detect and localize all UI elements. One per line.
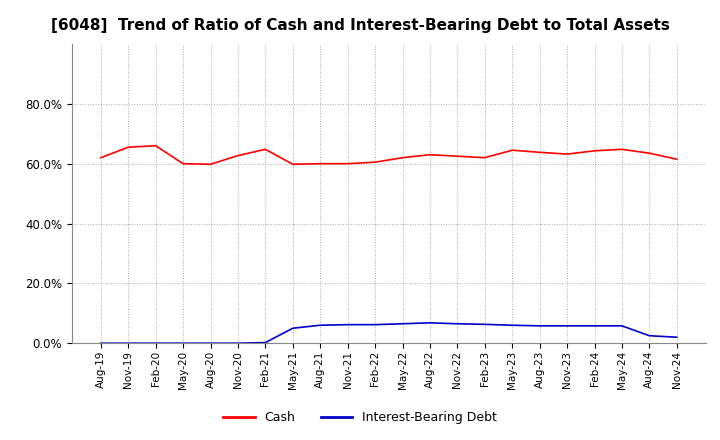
Interest-Bearing Debt <box>563 323 572 329</box>
Cash <box>508 147 516 153</box>
Interest-Bearing Debt <box>590 323 599 329</box>
Interest-Bearing Debt <box>96 341 105 346</box>
Interest-Bearing Debt <box>536 323 544 329</box>
Cash <box>179 161 187 166</box>
Interest-Bearing Debt <box>645 333 654 338</box>
Interest-Bearing Debt <box>151 341 160 346</box>
Cash <box>590 148 599 154</box>
Cash <box>289 161 297 167</box>
Cash <box>618 147 626 152</box>
Cash <box>672 157 681 162</box>
Cash <box>398 155 407 160</box>
Interest-Bearing Debt <box>672 334 681 340</box>
Line: Cash: Cash <box>101 146 677 164</box>
Interest-Bearing Debt <box>618 323 626 329</box>
Cash <box>453 154 462 159</box>
Legend: Cash, Interest-Bearing Debt: Cash, Interest-Bearing Debt <box>218 407 502 429</box>
Interest-Bearing Debt <box>233 341 242 346</box>
Interest-Bearing Debt <box>398 321 407 326</box>
Cash <box>371 160 379 165</box>
Cash <box>206 161 215 167</box>
Interest-Bearing Debt <box>508 323 516 328</box>
Text: [6048]  Trend of Ratio of Cash and Interest-Bearing Debt to Total Assets: [6048] Trend of Ratio of Cash and Intere… <box>50 18 670 33</box>
Interest-Bearing Debt <box>179 341 187 346</box>
Interest-Bearing Debt <box>426 320 434 326</box>
Interest-Bearing Debt <box>371 322 379 327</box>
Cash <box>233 153 242 158</box>
Cash <box>480 155 489 160</box>
Interest-Bearing Debt <box>343 322 352 327</box>
Cash <box>96 155 105 160</box>
Cash <box>316 161 325 166</box>
Cash <box>536 150 544 155</box>
Cash <box>261 147 270 152</box>
Interest-Bearing Debt <box>206 341 215 346</box>
Line: Interest-Bearing Debt: Interest-Bearing Debt <box>101 323 677 343</box>
Cash <box>563 151 572 157</box>
Cash <box>426 152 434 158</box>
Interest-Bearing Debt <box>124 341 132 346</box>
Cash <box>645 150 654 156</box>
Interest-Bearing Debt <box>316 323 325 328</box>
Interest-Bearing Debt <box>453 321 462 326</box>
Cash <box>151 143 160 148</box>
Cash <box>343 161 352 166</box>
Interest-Bearing Debt <box>261 340 270 345</box>
Interest-Bearing Debt <box>289 326 297 331</box>
Interest-Bearing Debt <box>480 322 489 327</box>
Cash <box>124 145 132 150</box>
